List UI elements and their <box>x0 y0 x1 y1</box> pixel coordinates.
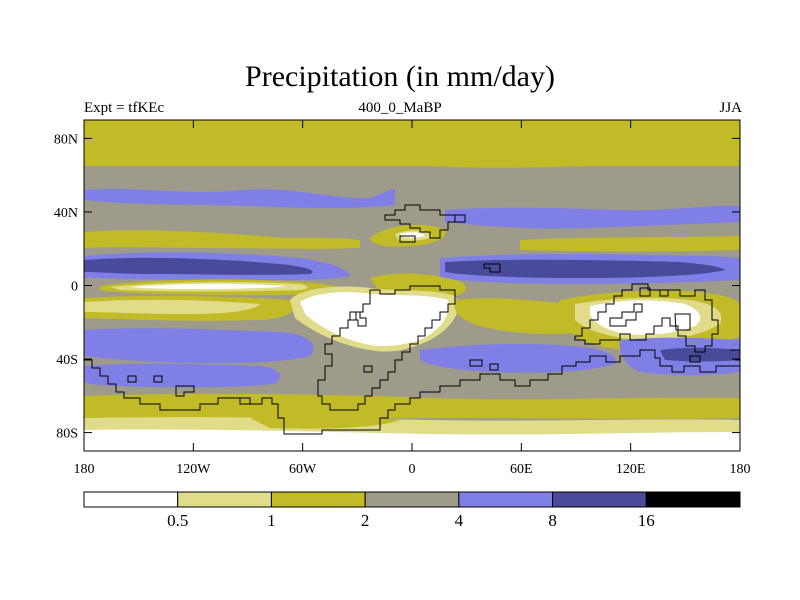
colorbar-swatch <box>270 491 366 508</box>
colorbar-swatch <box>83 491 179 508</box>
colorbar-label: 8 <box>548 511 557 530</box>
lat-tick-label: 40N <box>54 206 78 221</box>
lat-tick-label: 80S <box>56 427 78 442</box>
period-label: 400_0_MaBP <box>358 100 442 116</box>
lon-tick-label: 180 <box>730 462 751 477</box>
colorbar-label: 4 <box>455 511 464 530</box>
colorbar-label: 16 <box>638 511 655 530</box>
lon-tick-label: 0 <box>409 462 416 477</box>
colorbar-swatch <box>458 491 554 508</box>
colorbar-swatch <box>364 491 460 508</box>
axis-ticks: 180 120W 60W 0 60E 120E 180 80N 40N 0 40S 80S <box>54 120 751 477</box>
map-title: Precipitation (in mm/day) <box>245 60 555 93</box>
season-label: JJA <box>719 100 742 116</box>
colorbar-label: 0.5 <box>167 511 188 530</box>
lon-tick-label: 120W <box>176 462 211 477</box>
colorbar-label: 1 <box>267 511 276 530</box>
experiment-label: Expt = tfKEc <box>84 100 165 116</box>
colorbar: 0.5 1 2 4 8 16 <box>83 491 741 530</box>
lat-tick-label: 0 <box>71 280 78 295</box>
lat-tick-label: 80N <box>54 132 78 147</box>
colorbar-swatch <box>552 491 647 508</box>
lon-tick-label: 120E <box>616 462 646 477</box>
lon-tick-label: 60W <box>289 462 317 477</box>
continent-outlines <box>84 204 740 435</box>
colorbar-label: 2 <box>361 511 370 530</box>
lon-tick-label: 60E <box>510 462 533 477</box>
lon-tick-label: 180 <box>74 462 95 477</box>
lat-tick-label: 40S <box>56 353 78 368</box>
colorbar-swatch <box>645 491 741 508</box>
colorbar-swatch <box>177 491 272 508</box>
